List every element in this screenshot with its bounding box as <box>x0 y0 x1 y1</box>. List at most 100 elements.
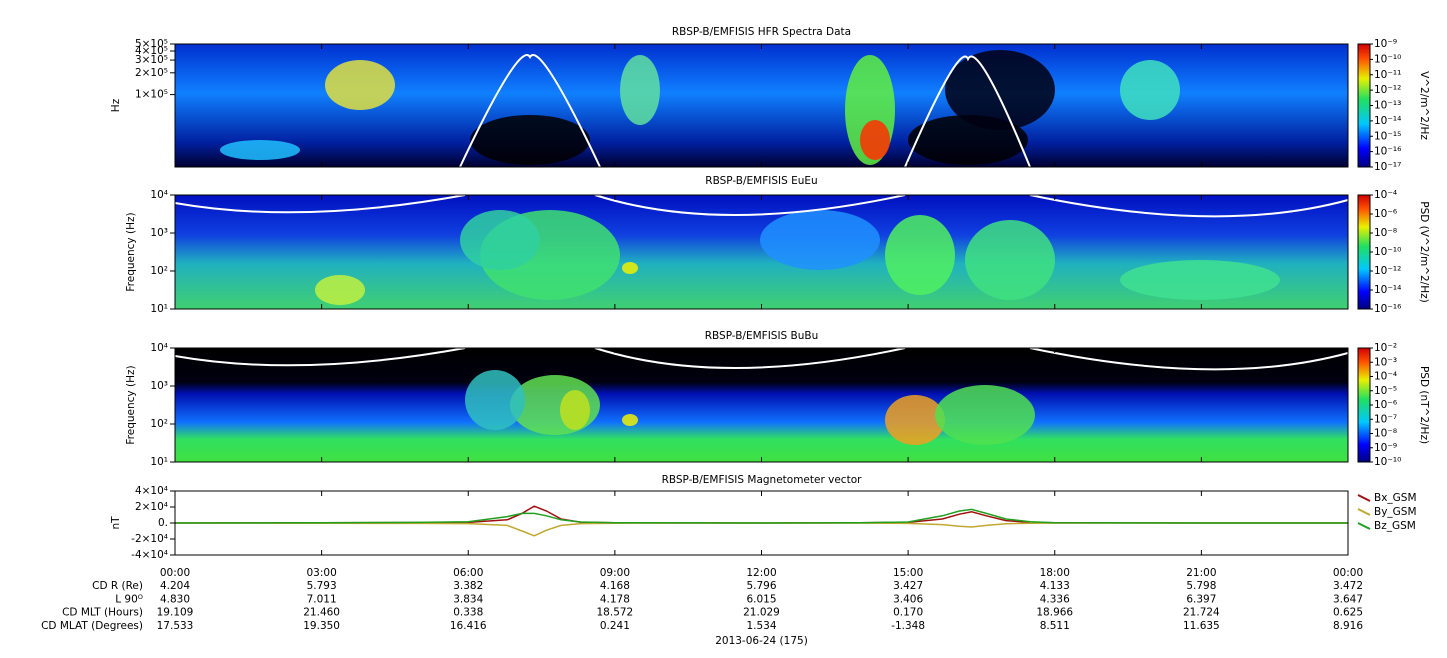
plasma-frequency-curve <box>594 194 906 216</box>
y-tick-label: 2×10⁴ <box>135 501 168 513</box>
spectral-feature <box>220 140 300 160</box>
ephemeris-value: 21.029 <box>743 607 780 619</box>
x-tick-label: 06:00 <box>453 567 483 579</box>
y-tick-label: 1×10⁵ <box>135 89 168 101</box>
ephemeris-label: CD MLAT (Degrees) <box>41 620 143 632</box>
spectral-feature <box>622 262 638 274</box>
y-tick-label: 10² <box>150 265 168 277</box>
spectral-feature <box>470 115 590 165</box>
legend-label: Bx_GSM <box>1374 492 1417 504</box>
ephemeris-value: 7.011 <box>307 593 337 605</box>
ephemeris-label: L 90ᴼ <box>115 593 143 605</box>
spectral-feature <box>460 210 540 270</box>
colorbar-tick-label: 10⁻⁹ <box>1374 38 1397 50</box>
ephemeris-value: 6.397 <box>1186 593 1216 605</box>
ephemeris-value: 0.170 <box>893 607 923 619</box>
ephemeris-value: 4.830 <box>160 593 190 605</box>
plasma-frequency-curve <box>459 54 601 168</box>
legend-label: By_GSM <box>1374 506 1417 518</box>
colorbar-tick-label: 10⁻⁴ <box>1374 371 1397 383</box>
spectral-feature <box>860 120 890 160</box>
colorbar-tick-label: 10⁻¹⁶ <box>1374 146 1401 158</box>
colorbar-label: PSD (V^2/m^2/Hz) <box>1418 201 1430 302</box>
ephemeris-value: 11.635 <box>1183 620 1220 632</box>
ephemeris-value: 4.204 <box>160 580 190 592</box>
colorbar-tick-label: 10⁻⁴ <box>1374 189 1397 201</box>
x-tick-label: 09:00 <box>600 567 630 579</box>
y-axis-label: Frequency (Hz) <box>125 365 137 444</box>
colorbar <box>1357 347 1371 463</box>
y-tick-label: 4×10⁴ <box>135 485 168 497</box>
panel-title: RBSP-B/EMFISIS BuBu <box>705 330 819 342</box>
y-tick-label: 10⁴ <box>150 342 168 354</box>
x-tick-label: 03:00 <box>306 567 336 579</box>
x-tick-label: 12:00 <box>746 567 776 579</box>
colorbar-tick-label: 10⁻¹⁰ <box>1374 246 1401 258</box>
y-tick-label: 10¹ <box>150 456 168 468</box>
ephemeris-value: 4.168 <box>600 580 630 592</box>
ephemeris-value: 4.336 <box>1040 593 1070 605</box>
date-label: 2013-06-24 (175) <box>715 635 808 647</box>
spectral-feature <box>622 414 638 426</box>
ephemeris-value: 0.338 <box>453 607 483 619</box>
spectral-feature <box>1120 60 1180 120</box>
spectral-feature <box>560 390 590 430</box>
spectral-feature <box>1120 260 1280 300</box>
ephemeris-value: 19.109 <box>157 607 194 619</box>
plasma-frequency-curve <box>904 55 1031 168</box>
spectral-feature <box>965 220 1055 300</box>
x-tick-label: 21:00 <box>1186 567 1216 579</box>
colorbar-tick-label: 10⁻⁷ <box>1374 413 1397 425</box>
colorbar-tick-label: 10⁻⁹ <box>1374 442 1397 454</box>
y-tick-label: -2×10⁴ <box>131 533 168 545</box>
y-axis-label: nT <box>110 516 122 530</box>
plasma-frequency-curve <box>174 194 466 214</box>
y-axis-label: Frequency (Hz) <box>125 212 137 291</box>
panel-title: RBSP-B/EMFISIS Magnetometer vector <box>662 474 863 486</box>
ephemeris-value: 19.350 <box>303 620 340 632</box>
x-tick-label: 00:00 <box>160 567 190 579</box>
ephemeris-label: CD MLT (Hours) <box>62 607 143 619</box>
ephemeris-label: CD R (Re) <box>92 580 143 592</box>
legend-label: Bz_GSM <box>1374 520 1416 532</box>
ephemeris-value: 3.647 <box>1333 593 1363 605</box>
spectral-feature <box>465 370 525 430</box>
x-tick-label: 18:00 <box>1040 567 1070 579</box>
spectral-feature <box>935 385 1035 445</box>
colorbar-tick-label: 10⁻¹⁴ <box>1374 115 1401 127</box>
colorbar-tick-label: 10⁻¹⁰ <box>1374 456 1401 468</box>
colorbar <box>1357 43 1371 168</box>
ephemeris-value: 16.416 <box>450 620 487 632</box>
colorbar <box>1357 194 1371 310</box>
colorbar-tick-label: 10⁻¹⁰ <box>1374 53 1401 65</box>
y-tick-label: 10³ <box>150 380 168 392</box>
spectral-feature <box>945 50 1055 130</box>
ephemeris-value: -1.348 <box>891 620 925 632</box>
ephemeris-value: 5.796 <box>746 580 776 592</box>
ephemeris-value: 18.572 <box>597 607 634 619</box>
legend-swatch <box>1357 522 1371 530</box>
colorbar-tick-label: 10⁻⁸ <box>1374 428 1397 440</box>
colorbar-tick-label: 10⁻¹³ <box>1374 100 1401 112</box>
ephemeris-value: 8.511 <box>1040 620 1070 632</box>
legend-swatch <box>1357 508 1371 516</box>
colorbar-tick-label: 10⁻¹² <box>1374 265 1401 277</box>
panel-title: RBSP-B/EMFISIS HFR Spectra Data <box>672 26 851 38</box>
y-tick-label: 5×10⁵ <box>135 38 168 50</box>
ephemeris-value: 3.427 <box>893 580 923 592</box>
ephemeris-value: 3.382 <box>453 580 483 592</box>
y-tick-label: 10⁴ <box>150 189 168 201</box>
colorbar-tick-label: 10⁻¹⁷ <box>1374 161 1401 173</box>
colorbar-tick-label: 10⁻¹² <box>1374 84 1401 96</box>
plasma-frequency-curve <box>594 347 906 369</box>
x-tick-label: 15:00 <box>893 567 923 579</box>
ephemeris-value: 3.472 <box>1333 580 1363 592</box>
colorbar-tick-label: 10⁻⁵ <box>1374 385 1397 397</box>
spectral-feature <box>885 395 945 445</box>
ephemeris-value: 5.793 <box>307 580 337 592</box>
y-tick-label: 10³ <box>150 227 168 239</box>
spectral-feature <box>620 55 660 125</box>
ephemeris-value: 6.015 <box>746 593 776 605</box>
y-tick-label: 2×10⁵ <box>135 67 168 79</box>
